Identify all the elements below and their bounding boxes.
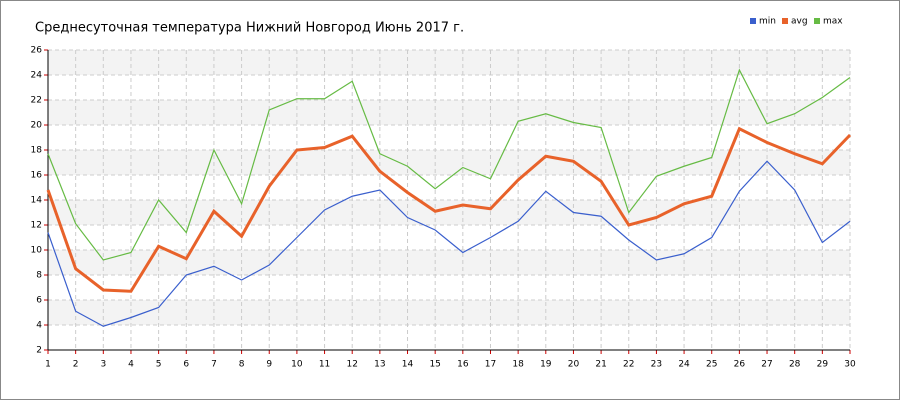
x-tick-label: 3 xyxy=(100,360,106,370)
y-tick-label: 8 xyxy=(36,271,42,281)
x-tick-label: 4 xyxy=(128,360,134,370)
legend-swatch xyxy=(814,18,820,24)
x-tick-label: 24 xyxy=(678,360,690,370)
y-tick-label: 6 xyxy=(36,296,42,306)
chart-title: Среднесуточная температура Нижний Новгор… xyxy=(35,21,464,36)
x-tick-label: 9 xyxy=(266,360,272,370)
y-tick-label: 20 xyxy=(31,121,43,131)
x-tick-label: 21 xyxy=(595,360,606,370)
legend-swatch xyxy=(750,18,756,24)
x-tick-label: 30 xyxy=(844,360,856,370)
legend-label: min xyxy=(759,17,776,27)
legend-label: max xyxy=(823,17,843,27)
x-tick-label: 2 xyxy=(73,360,79,370)
y-tick-label: 4 xyxy=(36,321,42,331)
x-tick-label: 16 xyxy=(457,360,469,370)
band xyxy=(48,150,850,175)
series-line xyxy=(46,126,852,293)
y-tick-label: 26 xyxy=(31,46,43,56)
x-tick-label: 20 xyxy=(568,360,580,370)
y-tick-label: 22 xyxy=(31,96,42,106)
band xyxy=(48,250,850,275)
x-tick-label: 27 xyxy=(761,360,772,370)
band xyxy=(48,50,850,75)
y-tick-label: 2 xyxy=(36,346,42,356)
x-tick-label: 15 xyxy=(429,360,440,370)
legend-label: avg xyxy=(791,17,808,27)
x-tick-label: 12 xyxy=(346,360,357,370)
band xyxy=(48,300,850,325)
x-tick-label: 23 xyxy=(651,360,662,370)
y-tick-label: 18 xyxy=(31,146,43,156)
y-tick-label: 16 xyxy=(31,171,43,181)
y-tick-label: 10 xyxy=(31,246,43,256)
x-tick-label: 7 xyxy=(211,360,217,370)
y-tick-label: 24 xyxy=(31,71,43,81)
y-tick-label: 12 xyxy=(31,221,42,231)
band xyxy=(48,200,850,225)
x-tick-label: 6 xyxy=(183,360,189,370)
band xyxy=(48,100,850,125)
series-line xyxy=(47,160,851,327)
x-tick-label: 29 xyxy=(817,360,829,370)
x-tick-label: 14 xyxy=(402,360,414,370)
x-tick-label: 8 xyxy=(239,360,245,370)
x-tick-label: 26 xyxy=(734,360,746,370)
x-tick-label: 17 xyxy=(485,360,496,370)
x-tick-label: 28 xyxy=(789,360,801,370)
x-tick-label: 25 xyxy=(706,360,717,370)
y-tick-label: 14 xyxy=(31,196,43,206)
x-tick-label: 13 xyxy=(374,360,385,370)
x-tick-label: 5 xyxy=(156,360,162,370)
x-tick-label: 18 xyxy=(512,360,524,370)
x-tick-label: 22 xyxy=(623,360,634,370)
x-tick-label: 11 xyxy=(319,360,330,370)
x-tick-label: 10 xyxy=(291,360,303,370)
x-tick-label: 1 xyxy=(45,360,51,370)
x-tick-label: 19 xyxy=(540,360,552,370)
series-line xyxy=(47,68,851,261)
legend-swatch xyxy=(782,18,788,24)
